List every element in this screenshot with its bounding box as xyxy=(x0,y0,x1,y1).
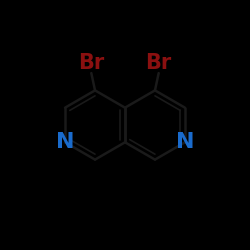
Text: N: N xyxy=(56,132,74,152)
Text: N: N xyxy=(176,132,194,152)
Text: Br: Br xyxy=(78,53,104,73)
Text: Br: Br xyxy=(146,53,172,73)
